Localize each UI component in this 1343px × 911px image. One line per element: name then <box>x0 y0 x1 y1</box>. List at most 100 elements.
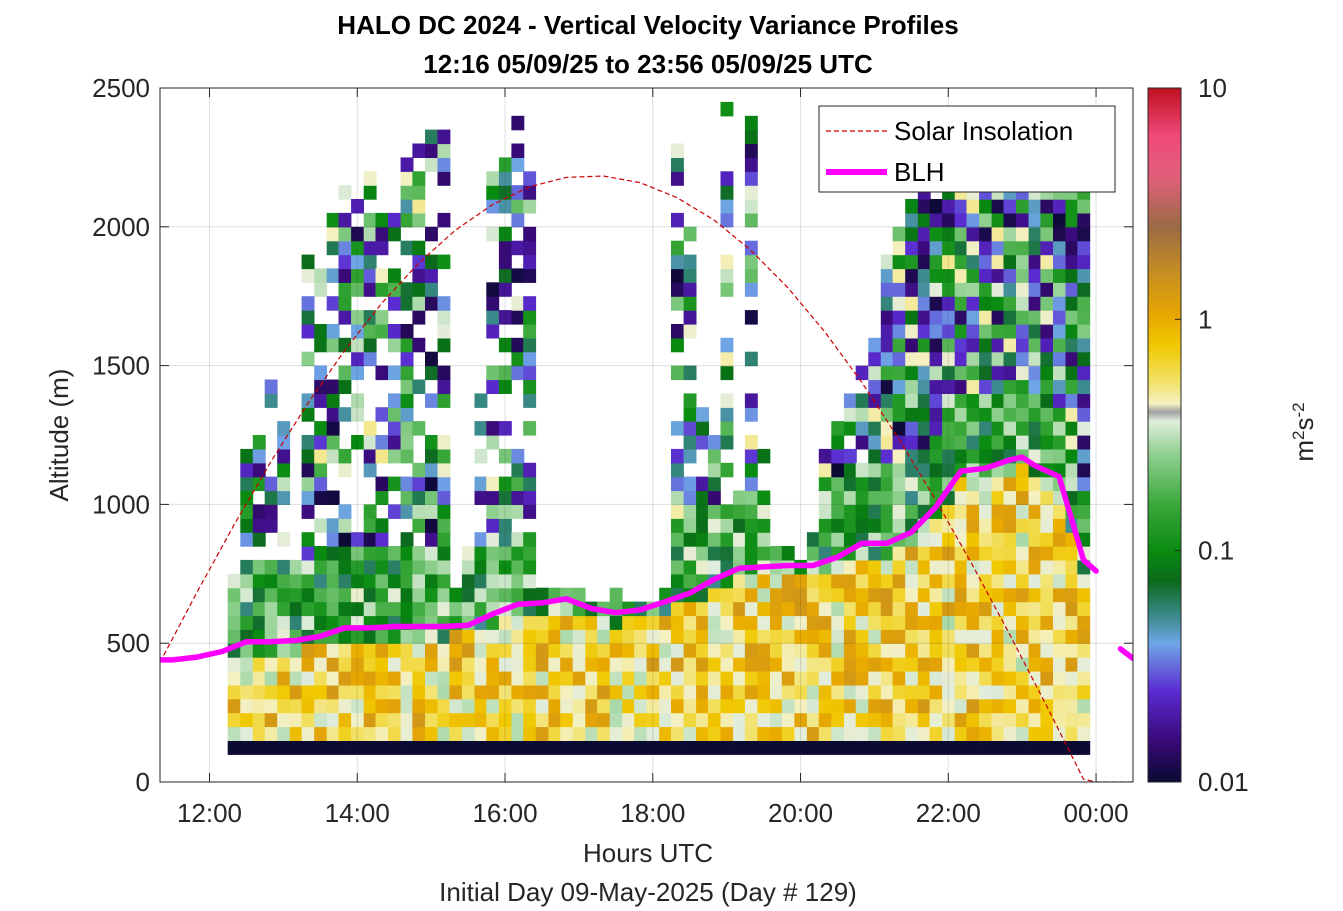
variance-cell <box>351 199 364 214</box>
variance-cell <box>425 435 438 450</box>
variance-cell <box>400 629 414 644</box>
variance-cell <box>363 282 377 297</box>
variance-cell <box>905 643 919 658</box>
variance-cell <box>498 532 512 547</box>
variance-cell <box>831 740 845 755</box>
variance-cell <box>979 546 992 561</box>
variance-cell <box>412 476 426 492</box>
variance-cell <box>868 698 882 714</box>
variance-cell <box>880 462 894 478</box>
variance-cell <box>1077 698 1091 714</box>
variance-cell <box>314 365 328 381</box>
variance-cell <box>609 657 623 672</box>
variance-cell <box>1016 615 1029 630</box>
variance-cell <box>289 726 303 741</box>
variance-cell <box>720 532 734 547</box>
variance-cell <box>917 351 931 367</box>
variance-cell <box>437 296 451 311</box>
variance-cell <box>425 462 438 478</box>
variance-cell <box>818 671 832 686</box>
variance-cell <box>1003 462 1017 478</box>
variance-cell <box>1077 324 1091 339</box>
variance-cell <box>1003 268 1017 283</box>
variance-cell <box>1016 726 1029 741</box>
variance-cell <box>326 421 340 436</box>
variance-cell <box>437 462 451 478</box>
variance-cell <box>240 532 254 547</box>
variance-cell <box>954 310 968 325</box>
variance-cell <box>277 601 291 617</box>
variance-cell <box>683 310 697 325</box>
variance-cell <box>1065 199 1079 214</box>
variance-cell <box>831 421 845 436</box>
variance-cell <box>1065 601 1079 617</box>
variance-cell <box>659 629 673 644</box>
legend-blh-label: BLH <box>894 157 945 187</box>
variance-cell <box>1053 435 1066 450</box>
variance-cell <box>683 559 697 575</box>
variance-cell <box>818 532 832 547</box>
variance-cell <box>474 601 488 617</box>
variance-cell <box>609 615 623 630</box>
variance-cell <box>486 310 500 325</box>
variance-cell <box>671 601 684 617</box>
variance-cell <box>474 671 488 686</box>
variance-cell <box>326 643 340 658</box>
variance-cell <box>880 337 894 353</box>
variance-cell <box>400 185 414 200</box>
variance-cell <box>671 337 684 353</box>
variance-cell <box>720 643 734 658</box>
variance-cell <box>1065 282 1079 297</box>
variance-cell <box>1053 407 1066 422</box>
variance-cell <box>880 407 894 422</box>
variance-cell <box>892 268 906 283</box>
variance-cell <box>892 448 906 464</box>
variance-cell <box>363 601 377 617</box>
variance-cell <box>289 740 303 755</box>
variance-cell <box>1016 629 1029 644</box>
variance-cell <box>486 185 500 200</box>
variance-cell <box>966 324 980 339</box>
variance-cell <box>412 490 426 505</box>
variance-cell <box>707 684 721 700</box>
variance-cell <box>585 657 599 672</box>
variance-cell <box>351 601 364 617</box>
variance-cell <box>991 740 1005 755</box>
variance-cell <box>892 587 906 603</box>
variance-cell <box>757 726 771 741</box>
variance-cell <box>917 212 931 228</box>
variance-cell <box>1065 268 1079 283</box>
x-axis-label-day: Initial Day 09-May-2025 (Day # 129) <box>439 877 857 907</box>
variance-cell <box>301 407 315 422</box>
variance-cell <box>400 448 414 464</box>
variance-cell <box>523 573 537 589</box>
variance-cell <box>905 254 919 270</box>
variance-cell <box>437 379 451 394</box>
variance-cell <box>929 268 943 283</box>
variance-cell <box>560 629 574 644</box>
variance-cell <box>1003 504 1017 519</box>
variance-cell <box>412 296 426 311</box>
variance-cell <box>868 587 882 603</box>
variance-cell <box>474 740 488 755</box>
variance-cell <box>991 407 1005 422</box>
variance-cell <box>966 365 980 381</box>
variance-cell <box>806 643 820 658</box>
variance-cell <box>720 615 734 630</box>
variance-cell <box>806 671 820 686</box>
variance-cell <box>240 712 254 728</box>
variance-cell <box>966 601 980 617</box>
variance-cell <box>1028 310 1042 325</box>
variance-cell <box>264 504 278 519</box>
variance-cell <box>733 587 746 603</box>
variance-cell <box>338 185 352 200</box>
variance-cell <box>757 712 771 728</box>
variance-cell <box>400 365 414 381</box>
variance-cell <box>425 282 438 297</box>
variance-cell <box>744 587 758 603</box>
variance-cell <box>1028 726 1042 741</box>
variance-cell <box>498 171 512 186</box>
variance-cell <box>461 573 475 589</box>
variance-cell <box>781 740 795 755</box>
variance-cell <box>461 657 475 672</box>
